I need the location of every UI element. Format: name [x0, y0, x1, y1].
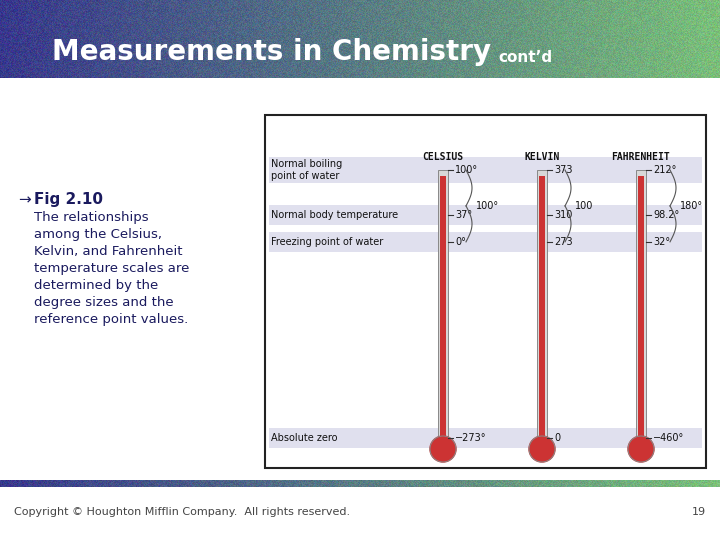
Text: 32°: 32°	[653, 237, 670, 247]
Text: cont’d: cont’d	[498, 51, 552, 65]
Bar	[269, 232, 702, 252]
Text: →: →	[18, 192, 31, 207]
Bar	[0, 78, 720, 480]
Text: Freezing point of water: Freezing point of water	[271, 237, 383, 247]
Text: −460°: −460°	[653, 433, 684, 443]
Text: Copyright © Houghton Mifflin Company.  All rights reserved.: Copyright © Houghton Mifflin Company. Al…	[14, 507, 350, 517]
Text: 19: 19	[692, 507, 706, 517]
Text: 98.2°: 98.2°	[653, 210, 679, 220]
Text: reference point values.: reference point values.	[34, 313, 188, 326]
Bar	[269, 157, 702, 183]
Circle shape	[628, 436, 654, 462]
Text: determined by the: determined by the	[34, 279, 158, 292]
Text: 37°: 37°	[455, 210, 472, 220]
Text: −273°: −273°	[455, 433, 487, 443]
Text: CELSIUS: CELSIUS	[423, 152, 464, 162]
Text: among the Celsius,: among the Celsius,	[34, 228, 162, 241]
Text: Fig 2.10: Fig 2.10	[34, 192, 103, 207]
Text: 273: 273	[554, 237, 572, 247]
Bar	[636, 170, 646, 438]
Text: FAHRENHEIT: FAHRENHEIT	[611, 152, 670, 162]
Text: 100°: 100°	[455, 165, 478, 175]
Bar	[539, 176, 545, 438]
Bar	[265, 115, 706, 468]
Text: 0°: 0°	[455, 237, 466, 247]
Text: degree sizes and the: degree sizes and the	[34, 296, 174, 309]
Text: 0: 0	[554, 433, 560, 443]
Text: Measurements in Chemistry: Measurements in Chemistry	[52, 38, 491, 66]
Text: 310: 310	[554, 210, 572, 220]
Text: Absolute zero: Absolute zero	[271, 433, 338, 443]
Bar	[537, 170, 547, 438]
Text: 100: 100	[575, 201, 593, 211]
Text: Kelvin, and Fahrenheit: Kelvin, and Fahrenheit	[34, 245, 182, 258]
Text: 212°: 212°	[653, 165, 676, 175]
Text: Normal boiling
point of water: Normal boiling point of water	[271, 159, 342, 181]
Text: 373: 373	[554, 165, 572, 175]
Text: The relationships: The relationships	[34, 211, 148, 224]
Bar	[440, 176, 446, 438]
Bar	[269, 428, 702, 448]
Circle shape	[430, 436, 456, 462]
Bar	[638, 176, 644, 438]
Bar	[269, 205, 702, 225]
Text: temperature scales are: temperature scales are	[34, 262, 189, 275]
Circle shape	[529, 436, 555, 462]
Bar	[438, 170, 448, 438]
Text: 100°: 100°	[476, 201, 499, 211]
Text: 180°: 180°	[680, 201, 703, 211]
Text: KELVIN: KELVIN	[524, 152, 559, 162]
Text: Normal body temperature: Normal body temperature	[271, 210, 398, 220]
